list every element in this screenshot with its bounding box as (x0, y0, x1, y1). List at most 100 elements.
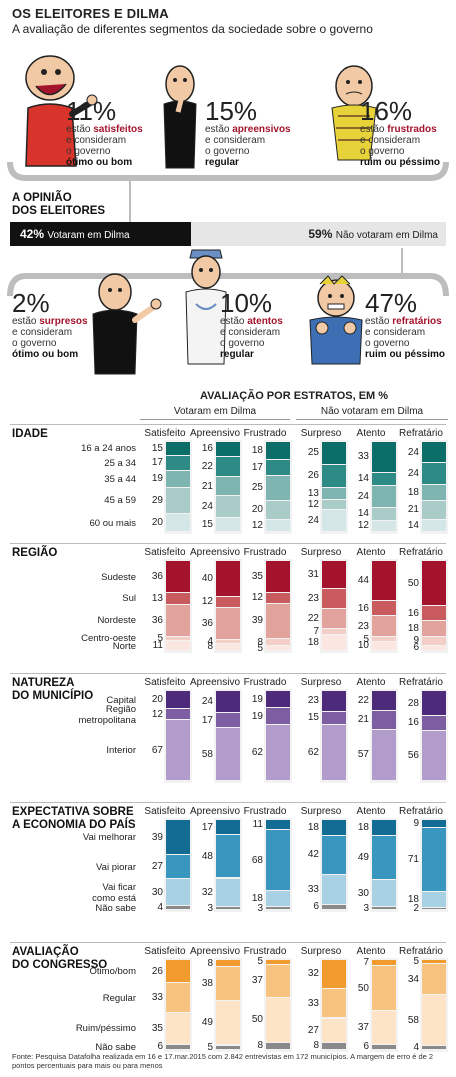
bar-segment (266, 500, 290, 520)
bar-segment (372, 442, 396, 472)
bar-segment (372, 637, 396, 641)
bar-segment (266, 639, 290, 646)
data-label: 18 (251, 893, 263, 905)
data-label: 37 (357, 1021, 369, 1033)
data-label: 12 (251, 592, 263, 604)
group-refractory: 47% estão refratários e consideram o gov… (365, 290, 445, 360)
bar-segment (322, 711, 346, 725)
surprised-voter-illustration (92, 273, 162, 375)
bar-segment (216, 561, 240, 596)
bar-segment (422, 606, 446, 620)
bar-segment (266, 459, 290, 476)
bar-segment (216, 456, 240, 476)
bar-segment (322, 691, 346, 711)
data-label: 27 (307, 1024, 319, 1036)
data-label: 50 (251, 1014, 263, 1026)
data-label: 20 (251, 504, 263, 516)
bar-frame (264, 818, 292, 912)
column-header: Satisfeito (144, 428, 186, 439)
bar-segment (422, 1046, 446, 1049)
bar-segment (322, 499, 346, 510)
data-label: 8 (313, 1040, 319, 1052)
data-label: 3 (363, 902, 369, 914)
section-divider (10, 942, 446, 943)
data-label: 23 (357, 620, 369, 632)
bar-segment (422, 519, 446, 531)
bar-segment (266, 646, 290, 650)
bar-segment (422, 960, 446, 964)
data-label: 37 (251, 975, 263, 987)
data-label: 24 (307, 515, 319, 527)
data-label: 38 (201, 978, 213, 990)
bar-segment (372, 880, 396, 907)
data-label: 67 (151, 744, 163, 756)
bar-frame (164, 559, 192, 653)
column-header: Refratário (399, 806, 443, 817)
data-label: 18 (407, 623, 419, 635)
bar-frame (420, 440, 448, 534)
data-label: 39 (251, 615, 263, 627)
row-label: Norte (112, 640, 136, 652)
bar-segment (422, 442, 446, 463)
data-label: 15 (201, 519, 213, 531)
bar-segment (166, 514, 190, 531)
bar-segment (266, 1042, 290, 1049)
bar-frame (214, 559, 242, 653)
bar-segment (422, 908, 446, 910)
data-label: 36 (151, 571, 163, 583)
data-label: 49 (201, 1017, 213, 1029)
row-label: Vai piorar (96, 861, 136, 873)
bar-frame (214, 958, 242, 1052)
bar-segment (266, 708, 290, 725)
row-label: Não sabe (95, 902, 136, 914)
data-label: 42 (307, 849, 319, 861)
data-label: 20 (151, 517, 163, 528)
group-refractory-rating: ruim ou péssimo (365, 349, 446, 360)
data-label: 20 (151, 694, 163, 706)
group-surprised-pct: 2% (12, 288, 50, 318)
bar-segment (322, 634, 346, 650)
data-label: 22 (201, 460, 213, 472)
bar-segment (166, 487, 190, 513)
data-label: 12 (251, 520, 263, 532)
row-label: Nordeste (97, 615, 136, 627)
bar-frame (320, 689, 348, 783)
bar-segment (166, 470, 190, 487)
bar-segment (422, 484, 446, 500)
group-surprised-line3: o governo (12, 338, 57, 349)
bar-frame (320, 559, 348, 653)
row-label: Interior (106, 745, 136, 757)
row-label: Vai melhorar (82, 832, 136, 844)
bar-frame (420, 559, 448, 653)
bar-segment (216, 907, 240, 909)
bar-segment (422, 964, 446, 994)
group-apprehensive: 15% estão apreensivos e consideram o gov… (205, 98, 291, 168)
data-label: 22 (307, 612, 319, 624)
bar-frame (320, 958, 348, 1052)
column-header: Surpreso (300, 806, 342, 817)
bar-segment (266, 907, 290, 909)
data-label: 23 (307, 592, 319, 604)
group-attentive-line1: estão (220, 316, 245, 327)
bar-segment (372, 601, 396, 616)
voted-bar: 42% Votaram em Dilma (10, 222, 191, 246)
bar-segment (372, 907, 396, 909)
data-label: 11 (152, 640, 163, 652)
bar-segment (322, 464, 346, 487)
bar-segment (166, 604, 190, 636)
data-label: 50 (407, 577, 419, 589)
section-divider (10, 543, 446, 544)
data-label: 19 (251, 710, 263, 722)
bar-segment (266, 520, 290, 531)
bar-segment (422, 828, 446, 891)
bar-segment (322, 1018, 346, 1042)
group-apprehensive-line2: e consideram (205, 135, 266, 146)
not-voted-bar: 59% Não votaram em Dilma (191, 222, 446, 246)
bar-segment (322, 725, 346, 780)
bar-segment (216, 476, 240, 496)
data-label: 5 (257, 956, 263, 968)
column-header: Surpreso (300, 547, 342, 558)
group-satisfied-pct: 11% (66, 96, 117, 126)
data-label: 9 (413, 818, 419, 830)
data-label: 12 (201, 596, 213, 608)
